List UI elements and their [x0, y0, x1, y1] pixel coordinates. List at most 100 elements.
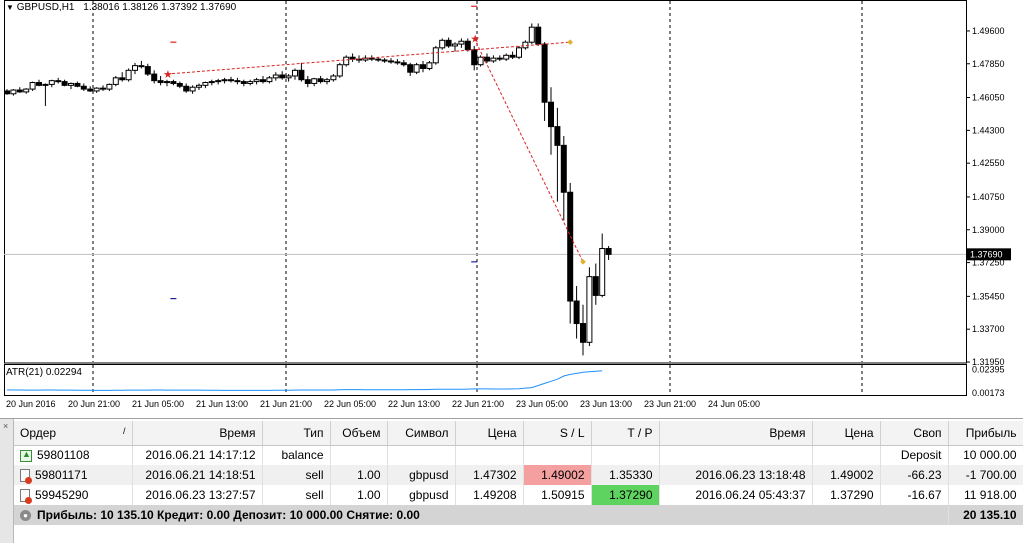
chart-header: ▼ GBPUSD,H1 1.38016 1.38126 1.37392 1.37… — [6, 2, 236, 13]
candle — [452, 43, 458, 47]
candle — [189, 86, 196, 92]
candle — [144, 66, 151, 75]
candle — [138, 65, 145, 68]
price-chart[interactable]: 20 Jun 2016 20 Jun 21:00 21 Jun 05:00 21 Ju… — [0, 0, 1023, 414]
chart-menu-icon[interactable]: ▼ — [6, 3, 14, 12]
candle — [74, 82, 81, 87]
candle — [605, 248, 612, 255]
candle — [196, 84, 202, 88]
candle — [16, 89, 23, 93]
header-sl[interactable]: S / L — [523, 421, 592, 446]
candle — [522, 41, 529, 49]
volume-cell: 1.00 — [330, 485, 388, 505]
trade-line — [473, 38, 584, 263]
type-cell: sell — [262, 465, 331, 485]
candle — [272, 74, 279, 79]
candle — [176, 82, 183, 87]
y-tick-label: 1.40750 — [972, 192, 1005, 202]
candle — [503, 54, 510, 60]
terminal-panel: × Ордер / Время Тип Объем Символ Цена S … — [0, 418, 1023, 543]
candle — [477, 56, 484, 66]
header-price[interactable]: Цена — [455, 421, 524, 446]
x-tick-label: 22 Jun 05:00 — [324, 399, 376, 409]
x-tick-label: 22 Jun 21:00 — [452, 399, 504, 409]
candle — [381, 59, 388, 62]
volume-cell: 1.00 — [330, 465, 388, 485]
candle — [234, 80, 241, 83]
candle — [253, 79, 260, 83]
candle — [375, 58, 382, 61]
x-tick-label: 21 Jun 05:00 — [132, 399, 184, 409]
comment-cell: Deposit — [880, 445, 949, 465]
candle — [42, 83, 49, 86]
chart-canvas[interactable]: 20 Jun 2016 20 Jun 21:00 21 Jun 05:00 21 Ju… — [0, 0, 1023, 414]
sell-order-icon — [20, 469, 32, 485]
candle — [125, 69, 132, 81]
candle — [215, 80, 222, 83]
header-volume[interactable]: Объем — [330, 421, 388, 446]
close-terminal-icon[interactable]: × — [3, 421, 9, 431]
time-cell: 2016.06.21 14:17:12 — [132, 445, 263, 465]
candle — [407, 64, 414, 73]
candle — [80, 85, 87, 90]
header-close-price[interactable]: Цена — [812, 421, 881, 446]
candle — [509, 54, 516, 58]
candle — [279, 74, 286, 79]
candle — [573, 300, 580, 325]
close-price-cell: 1.37290 — [812, 485, 881, 505]
candle — [439, 39, 446, 49]
candle — [202, 82, 209, 86]
candle — [592, 276, 599, 296]
table-row[interactable]: 59801171 2016.06.21 14:18:51 sell 1.00 g… — [14, 465, 1023, 485]
candle — [464, 40, 471, 51]
candle — [388, 60, 394, 63]
candle — [157, 80, 164, 84]
candle — [420, 64, 426, 69]
header-swap[interactable]: Своп — [880, 421, 949, 446]
price-cell: 1.49208 — [455, 485, 524, 505]
y-tick-label: 1.33700 — [972, 324, 1005, 334]
table-row[interactable]: 59801108 2016.06.21 14:17:12 balance Dep… — [14, 445, 1023, 465]
header-tp[interactable]: T / P — [591, 421, 660, 446]
candle — [170, 81, 177, 84]
candle — [426, 62, 433, 69]
header-time[interactable]: Время — [132, 421, 263, 446]
table-row[interactable]: 59945290 2016.06.23 13:27:57 sell 1.00 g… — [14, 485, 1023, 505]
candle — [119, 77, 126, 81]
header-order[interactable]: Ордер / — [14, 421, 133, 446]
header-close-time[interactable]: Время — [659, 421, 813, 446]
header-symbol[interactable]: Символ — [387, 421, 456, 446]
close-time-cell: 2016.06.24 05:43:37 — [659, 485, 813, 505]
x-tick-label: 23 Jun 21:00 — [644, 399, 696, 409]
atr-header: ATR(21) 0.02294 — [6, 367, 82, 378]
candle — [567, 191, 574, 302]
type-cell: balance — [262, 445, 331, 465]
candle — [260, 79, 266, 83]
header-type[interactable]: Тип — [262, 421, 331, 446]
candle — [343, 56, 350, 66]
candle — [336, 64, 343, 77]
balance-icon — [20, 449, 32, 463]
header-profit[interactable]: Прибыль — [948, 421, 1023, 446]
chart-symbol: GBPUSD,H1 — [16, 2, 75, 13]
candle — [164, 81, 170, 84]
candle — [55, 80, 62, 83]
x-tick-label: 20 Jun 21:00 — [68, 399, 120, 409]
candle — [528, 26, 535, 43]
candle — [516, 47, 522, 58]
trade-line — [166, 41, 571, 75]
candle — [400, 62, 407, 66]
tp-cell: 1.37290 — [591, 485, 660, 505]
candle — [413, 64, 420, 73]
candle — [29, 82, 36, 90]
sl-cell: 1.49002 — [523, 465, 592, 485]
candle — [298, 69, 305, 81]
candle — [87, 88, 94, 92]
summary-row: ● Прибыль: 10 135.10 Кредит: 0.00 Депозит… — [14, 505, 1023, 525]
candle — [61, 81, 68, 86]
candle — [132, 65, 138, 71]
profit-cell: 11 918.00 — [948, 485, 1023, 505]
candle — [23, 88, 30, 93]
candle — [221, 79, 228, 82]
profit-cell: 10 000.00 — [948, 445, 1023, 465]
